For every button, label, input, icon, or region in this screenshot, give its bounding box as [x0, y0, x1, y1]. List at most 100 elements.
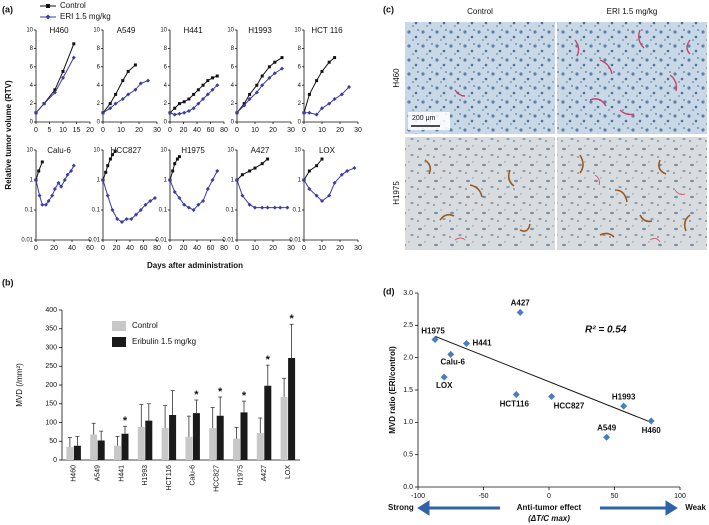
error-bar	[186, 415, 191, 437]
point	[37, 193, 42, 198]
y-tick-label: 8	[231, 46, 235, 52]
point	[50, 193, 55, 198]
annotation: R² = 0.54	[585, 325, 627, 336]
point	[113, 149, 117, 153]
point	[235, 110, 239, 115]
point	[186, 205, 191, 210]
row-label: H460	[392, 68, 401, 88]
point	[327, 60, 331, 64]
point	[61, 75, 65, 80]
point	[210, 87, 215, 92]
point	[347, 85, 351, 90]
x-tick-label: 0	[547, 493, 551, 500]
point	[172, 112, 177, 117]
point	[260, 205, 265, 210]
column-label: Control	[467, 7, 493, 16]
x-tick-label: 0	[235, 127, 239, 134]
point	[71, 163, 76, 168]
y-tick-label: 1	[30, 178, 34, 184]
arrow-right	[600, 500, 678, 516]
subplot-title: A427	[251, 146, 270, 155]
x-tick-label: 60	[140, 245, 148, 252]
significance-label: *	[266, 354, 271, 366]
y-axis-label: Relative tumor volume (RTV)	[4, 80, 13, 190]
axes	[417, 293, 680, 488]
error-bar	[67, 437, 72, 447]
point	[307, 110, 312, 115]
point	[447, 350, 455, 358]
point	[168, 178, 172, 182]
subplot-title: A549	[117, 26, 136, 35]
bar	[209, 428, 217, 460]
y-tick-label: 0.1	[226, 208, 235, 214]
panel-label: (b)	[2, 277, 14, 287]
x-tick-label: 100	[674, 493, 686, 500]
point-label: Calu-6	[441, 358, 466, 367]
arrow-left	[417, 500, 500, 516]
point	[182, 110, 187, 115]
x-tick-label: H1993	[142, 465, 149, 486]
legend-swatch	[112, 321, 126, 331]
point	[120, 97, 125, 101]
x-tick-label: 0	[302, 245, 306, 252]
y-tick-label: 4	[30, 83, 34, 89]
point	[177, 102, 181, 106]
line	[169, 84, 218, 116]
point	[548, 392, 556, 400]
x-left-label: Strong	[388, 503, 414, 512]
y-tick-label: 10	[227, 28, 234, 34]
image-h1975-eri	[557, 137, 707, 250]
point	[201, 97, 206, 101]
point	[211, 76, 215, 80]
histology-images: 200 μm	[405, 22, 707, 250]
point-label: HCC827	[554, 402, 585, 411]
y-tick-label: 250	[45, 363, 57, 370]
y-tick-label: 6	[231, 64, 235, 70]
error-bar	[163, 405, 168, 429]
bar	[280, 397, 288, 460]
point	[255, 83, 259, 87]
y-tick-label: 10	[227, 148, 234, 154]
point	[315, 164, 319, 168]
point	[134, 212, 139, 217]
y-tick-label: 0.01	[21, 238, 33, 244]
y-tick-label: 0.1	[293, 208, 302, 214]
point	[248, 92, 252, 96]
bar	[216, 415, 224, 460]
bar	[185, 436, 193, 460]
y-tick-label: 1.5	[403, 387, 413, 394]
error-bar	[210, 407, 215, 429]
axes	[303, 150, 358, 241]
y-tick-label: 10	[160, 148, 167, 154]
y-tick-label: 1	[164, 178, 168, 184]
error-bar	[99, 430, 104, 441]
line	[303, 158, 323, 181]
error-bar	[265, 364, 270, 386]
y-tick-label: 1.0	[403, 419, 413, 426]
x-tick-label: 0	[101, 127, 105, 134]
x-tick-label: 0	[34, 245, 38, 252]
point	[440, 373, 448, 381]
point	[187, 97, 191, 101]
error-bar	[146, 403, 151, 421]
point	[273, 60, 277, 64]
point	[72, 42, 76, 46]
point	[110, 208, 115, 212]
bar	[264, 385, 272, 460]
point	[182, 100, 186, 104]
row-label: H1975	[392, 181, 401, 205]
y-tick-label: 2.5	[403, 322, 413, 329]
point	[172, 189, 177, 194]
point	[108, 157, 112, 161]
point	[332, 97, 337, 101]
x-tick-label: 20	[50, 245, 58, 252]
point	[267, 75, 272, 80]
point	[46, 198, 51, 203]
y-tick-label: 10	[26, 28, 33, 34]
error-bar	[115, 435, 120, 446]
x-tick-label: 0	[235, 245, 239, 252]
error-bar	[242, 400, 246, 413]
point	[320, 198, 324, 203]
y-axis-label: MVD ratio (ERI/control)	[388, 346, 397, 434]
point	[177, 155, 181, 159]
